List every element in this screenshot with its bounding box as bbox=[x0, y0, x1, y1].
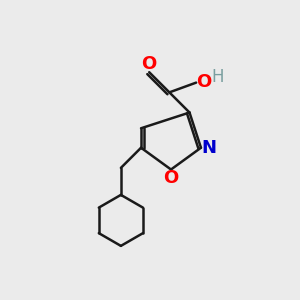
Text: O: O bbox=[196, 73, 211, 91]
Text: O: O bbox=[141, 55, 156, 73]
Text: N: N bbox=[202, 139, 217, 157]
Text: O: O bbox=[164, 169, 178, 187]
Text: H: H bbox=[212, 68, 224, 85]
